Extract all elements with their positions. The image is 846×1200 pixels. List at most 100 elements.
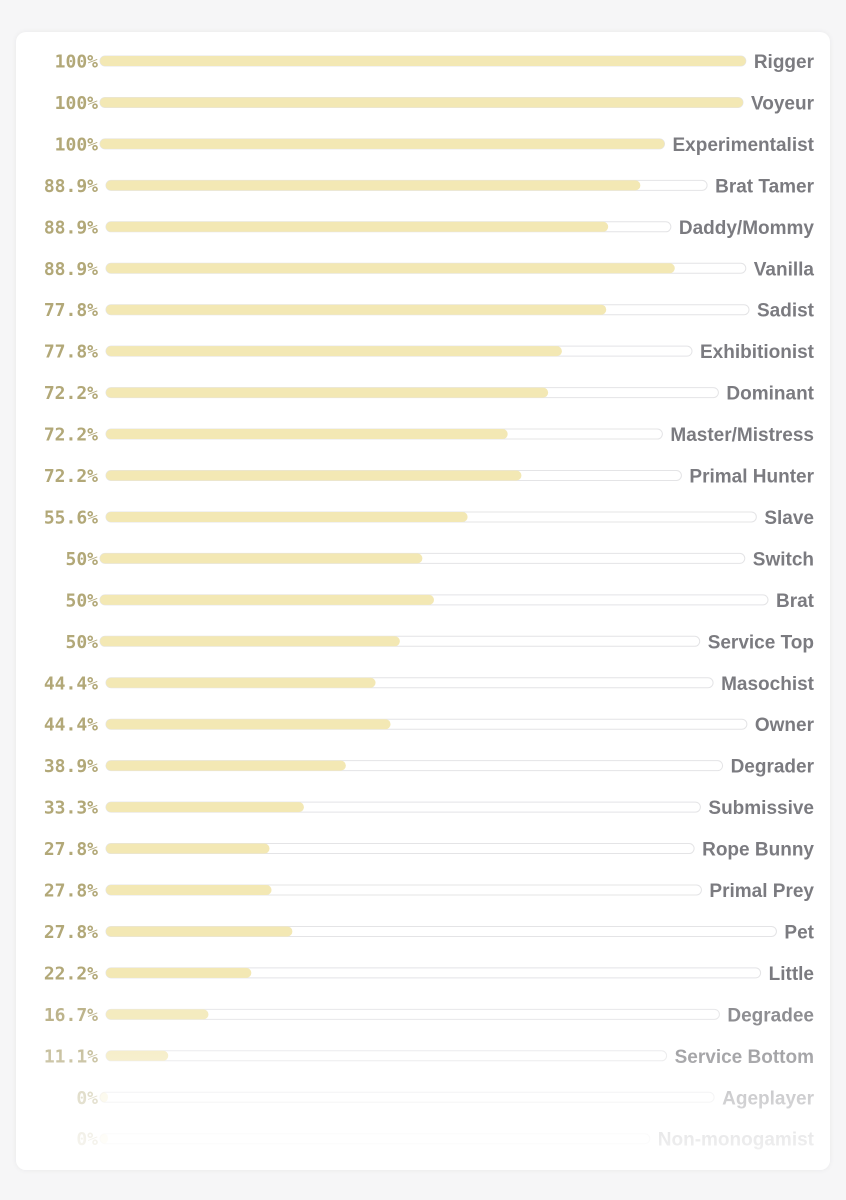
- bar-fill: [106, 843, 270, 854]
- bar-fill: [106, 1009, 209, 1020]
- category-label: Masochist: [721, 674, 815, 695]
- bar-track: [99, 1091, 715, 1103]
- bar-row: 72.2% Primal Hunter: [44, 466, 815, 488]
- bar-row: 33.3% Submissive: [44, 798, 814, 820]
- category-label: Dominant: [726, 384, 814, 405]
- bar-row: 55.6% Slave: [44, 507, 814, 529]
- category-label: Non-monogamist: [658, 1130, 815, 1151]
- category-label: Degrader: [731, 757, 815, 778]
- bar-row: 16.7% Degradee: [44, 1005, 814, 1027]
- category-label: Service Top: [708, 632, 814, 653]
- bar-fill: [106, 180, 641, 191]
- value-label: 22.2%: [44, 963, 98, 984]
- category-label: Submissive: [708, 798, 814, 819]
- value-label: 77.8%: [44, 300, 98, 321]
- category-label: Rigger: [754, 52, 815, 73]
- bar-row: 100% Experimentalist: [55, 134, 815, 156]
- value-label: 33.3%: [44, 798, 98, 819]
- bar-row: 27.8% Rope Bunny: [44, 839, 815, 861]
- bar-row: 77.8% Exhibitionist: [44, 342, 815, 364]
- value-label: 11.1%: [44, 1046, 98, 1067]
- value-label: 72.2%: [44, 425, 98, 446]
- value-label: 88.9%: [44, 176, 98, 197]
- bar-fill: [106, 719, 391, 730]
- value-label: 72.2%: [44, 383, 98, 404]
- bar-fill: [100, 97, 743, 108]
- bar-fill: [106, 1050, 169, 1061]
- category-label: Exhibitionist: [700, 342, 815, 363]
- category-label: Switch: [753, 549, 814, 570]
- value-label: 38.9%: [44, 756, 98, 777]
- category-label: Slave: [764, 508, 814, 529]
- category-label: Little: [769, 964, 814, 985]
- bar-row: 27.8% Pet: [44, 922, 815, 944]
- bar-row: 77.8% Sadist: [44, 300, 815, 322]
- bar-row: 88.9% Vanilla: [44, 259, 815, 281]
- value-label: 27.8%: [44, 881, 98, 902]
- bar-row: 44.4% Owner: [44, 715, 815, 737]
- bar-row: 100% Rigger: [55, 52, 815, 74]
- bar-row: 11.1% Service Bottom: [44, 1046, 814, 1068]
- bar-fill: [100, 594, 434, 605]
- category-label: Primal Prey: [709, 881, 814, 902]
- bar-row: 72.2% Master/Mistress: [44, 425, 814, 447]
- category-label: Sadist: [757, 301, 815, 322]
- value-label: 55.6%: [44, 507, 98, 528]
- value-label: 16.7%: [44, 1005, 98, 1026]
- bar-row: 22.2% Little: [44, 963, 814, 985]
- bar-fill: [106, 885, 272, 895]
- bar-fill: [106, 387, 549, 398]
- category-label: Primal Hunter: [689, 467, 814, 488]
- bar-row: 88.9% Daddy/Mommy: [44, 217, 815, 239]
- bar-fill: [106, 221, 609, 232]
- category-label: Brat: [776, 591, 815, 612]
- bar-row: 50% Service Top: [65, 632, 814, 654]
- bar-fill: [100, 636, 400, 647]
- value-label: 0%: [76, 1129, 98, 1150]
- bar-row: 100% Voyeur: [55, 93, 815, 115]
- bar-chart: 100% Rigger 100% Voyeur 100% Experimentalist 8…: [44, 52, 815, 1151]
- bar-fill: [106, 263, 675, 274]
- value-label: 77.8%: [44, 342, 98, 363]
- bar-row: 27.8% Primal Prey: [44, 881, 815, 903]
- value-label: 44.4%: [44, 715, 98, 736]
- bar-row: 50% Switch: [65, 549, 814, 571]
- value-label: 50%: [65, 549, 98, 570]
- category-label: Owner: [755, 715, 815, 736]
- bar-fill: [100, 1133, 108, 1144]
- bar-row: 88.9% Brat Tamer: [44, 176, 815, 198]
- category-label: Pet: [784, 922, 814, 943]
- category-label: Vanilla: [754, 259, 815, 280]
- value-label: 88.9%: [44, 259, 98, 280]
- value-label: 50%: [65, 590, 98, 611]
- bar-fill: [106, 677, 376, 688]
- results-card: 100% Rigger 100% Voyeur 100% Experimentalist 8…: [16, 32, 830, 1170]
- bar-row: 38.9% Degrader: [44, 756, 815, 778]
- value-label: 27.8%: [44, 839, 98, 860]
- value-label: 27.8%: [44, 922, 98, 943]
- bar-fill: [100, 553, 423, 564]
- bar-fill: [100, 1092, 108, 1103]
- bar-fill: [106, 470, 522, 481]
- bar-fill: [106, 304, 607, 315]
- bar-fill: [106, 511, 468, 522]
- value-label: 44.4%: [44, 673, 98, 694]
- bar-fill: [106, 967, 252, 978]
- bar-fill: [106, 802, 304, 813]
- category-label: Experimentalist: [673, 135, 815, 156]
- bar-track: [105, 1050, 668, 1062]
- bar-fill: [100, 56, 746, 66]
- bar-row: 72.2% Dominant: [44, 383, 815, 405]
- bar-row: 0% Ageplayer: [76, 1088, 814, 1110]
- value-label: 72.2%: [44, 466, 98, 487]
- category-label: Master/Mistress: [670, 425, 814, 446]
- category-label: Rope Bunny: [702, 840, 814, 861]
- bar-fill: [106, 346, 562, 357]
- value-label: 50%: [65, 632, 98, 653]
- value-label: 100%: [55, 134, 99, 155]
- category-label: Brat Tamer: [715, 176, 815, 197]
- category-label: Daddy/Mommy: [679, 218, 815, 239]
- bar-row: 44.4% Masochist: [44, 673, 815, 695]
- bar-track: [99, 1133, 651, 1145]
- value-label: 100%: [55, 52, 99, 73]
